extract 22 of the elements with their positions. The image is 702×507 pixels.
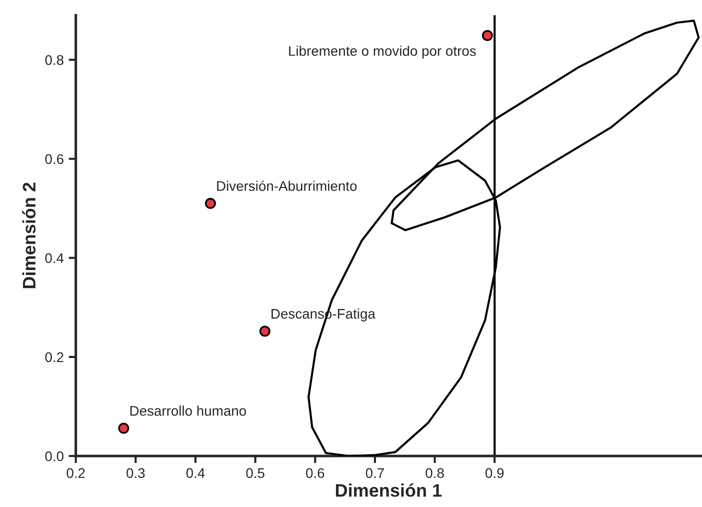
annotation: Libremente o movido por otros [289, 46, 476, 59]
point [482, 30, 493, 42]
x-tick-label: 0.2 [66, 468, 85, 478]
y-tick-label: 0.6 [45, 154, 64, 164]
y-axis-title: Dimensión 2 [22, 182, 36, 288]
x-axis-title: Dimensión 1 [336, 483, 442, 497]
y-tick-label: 0.8 [45, 55, 64, 65]
x-tick-label: 0.8 [426, 468, 444, 478]
x-tick-label: 0.6 [306, 468, 324, 478]
x-tick-label: 0.9 [486, 468, 504, 478]
x-tick-label: 0.5 [246, 468, 264, 478]
y-tick-label: 0.0 [45, 451, 64, 462]
y-tick-label: 0.4 [45, 253, 64, 264]
annotation: Desarrollo humano [130, 406, 246, 416]
x-tick-label: 0.7 [366, 468, 384, 478]
annotation: Diversión-Aburrimiento [217, 180, 357, 191]
y-tick-label: 0.2 [45, 352, 64, 362]
point [259, 326, 270, 337]
point [118, 422, 130, 434]
x-tick-label: 0.3 [126, 468, 145, 478]
x-tick-label: 0.4 [186, 468, 205, 478]
point [204, 198, 216, 209]
